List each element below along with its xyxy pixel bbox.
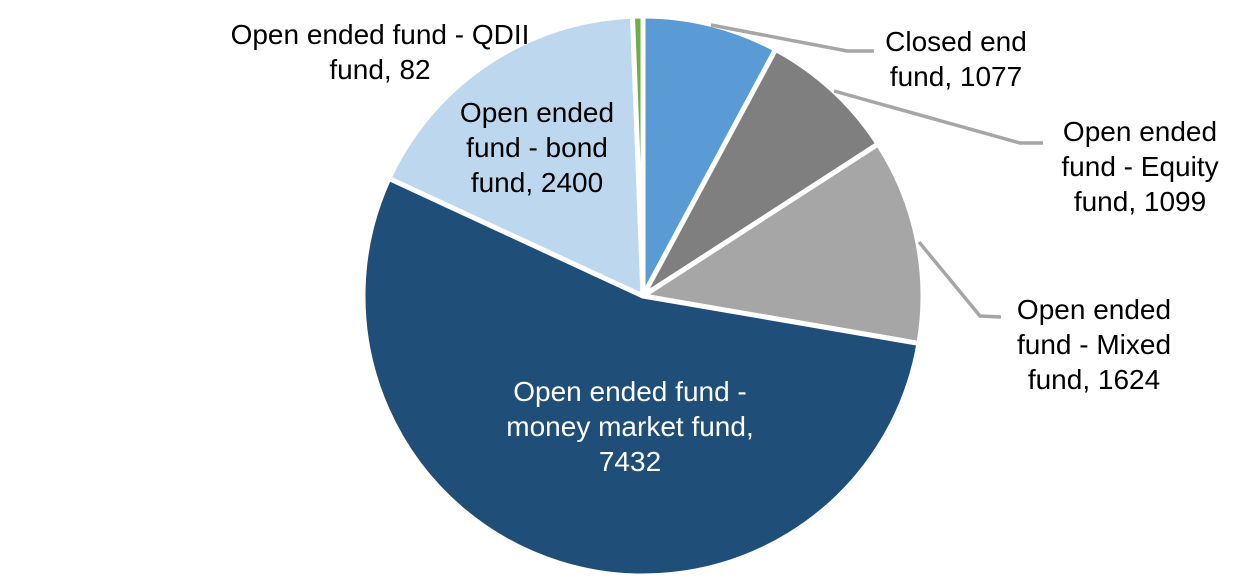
leader-line-1 xyxy=(833,89,1043,145)
pie-label-equity-fund: Open ended fund - Equity fund, 1099 xyxy=(1061,114,1218,219)
pie-label-line: Open ended fund - QDII xyxy=(230,19,530,50)
pie-label-line: fund - Equity xyxy=(1061,151,1219,182)
pie-label-line: Open ended xyxy=(1016,294,1172,325)
pie-slice-4 xyxy=(386,13,646,299)
pie-label-mixed-fund: Open ended fund - Mixed fund, 1624 xyxy=(1017,292,1171,397)
pie-label-line: Open ended fund - xyxy=(513,376,747,407)
pie-label-line: money market fund, xyxy=(506,411,754,442)
pie-label-line: fund, 1624 xyxy=(1027,364,1161,395)
pie-label-money-market-fund: Open ended fund - money market fund, 743… xyxy=(506,374,753,479)
pie-slice-5 xyxy=(629,13,646,299)
pie-label-line: fund, 1099 xyxy=(1073,186,1207,217)
pie-label-line: Open ended xyxy=(1062,116,1218,147)
pie-label-closed-end-fund: Closed end fund, 1077 xyxy=(885,24,1027,94)
leader-line-2 xyxy=(917,240,1002,319)
pie-label-line: fund, 82 xyxy=(329,54,431,85)
pie-slice-3 xyxy=(360,175,922,579)
pie-label-line: 7432 xyxy=(598,446,662,477)
pie-slice-2 xyxy=(640,141,926,346)
pie-label-line: Closed end xyxy=(885,26,1027,57)
pie-slice-1 xyxy=(640,46,881,299)
pie-label-bond-fund: Open ended fund - bond fund, 2400 xyxy=(460,95,614,200)
pie-label-qdii-fund: Open ended fund - QDII fund, 82 xyxy=(231,17,530,87)
leader-line-0 xyxy=(710,23,874,53)
pie-label-line: fund, 2400 xyxy=(470,167,604,198)
pie-label-line: Open ended xyxy=(459,97,615,128)
pie-label-line: fund, 1077 xyxy=(889,61,1023,92)
pie-label-line: fund - bond xyxy=(466,132,608,163)
pie-label-line: fund - Mixed xyxy=(1016,329,1172,360)
